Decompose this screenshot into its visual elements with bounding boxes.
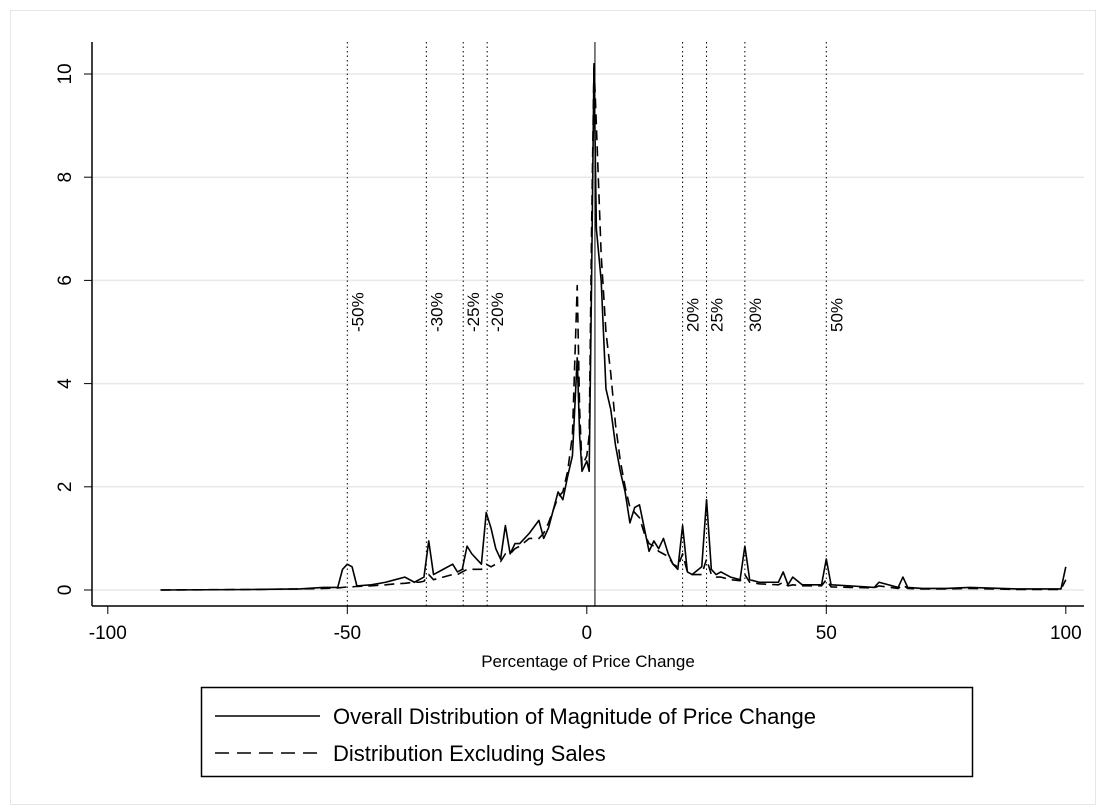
x-tick-label: -50 [334, 623, 361, 644]
reference-label: -50% [348, 292, 367, 332]
legend-box [200, 686, 974, 778]
y-tick-label: 0 [55, 585, 76, 596]
x-tick-label: -100 [89, 623, 127, 644]
y-tick-label: 2 [55, 482, 76, 493]
x-tick-label: 50 [816, 623, 837, 644]
x-axis-label: Percentage of Price Change [481, 652, 695, 671]
legend-label: Overall Distribution of Magnitude of Pri… [333, 704, 816, 729]
reference-label: 30% [746, 298, 765, 332]
reference-label: 25% [708, 298, 727, 332]
reference-label: 50% [827, 298, 846, 332]
reference-label: -20% [488, 292, 507, 332]
reference-label: 20% [684, 298, 703, 332]
y-tick-label: 8 [55, 172, 76, 183]
y-tick-label: 4 [55, 378, 76, 389]
reference-label: -25% [464, 292, 483, 332]
y-tick-label: 6 [55, 275, 76, 286]
legend-label: Distribution Excluding Sales [333, 741, 606, 766]
reference-label: -30% [427, 292, 446, 332]
x-tick-label: 100 [1050, 623, 1082, 644]
y-tick-label: 10 [55, 63, 76, 84]
series-line [160, 62, 1067, 591]
x-tick-label: 0 [582, 623, 593, 644]
series-line [160, 62, 1067, 591]
frame [10, 10, 1096, 805]
